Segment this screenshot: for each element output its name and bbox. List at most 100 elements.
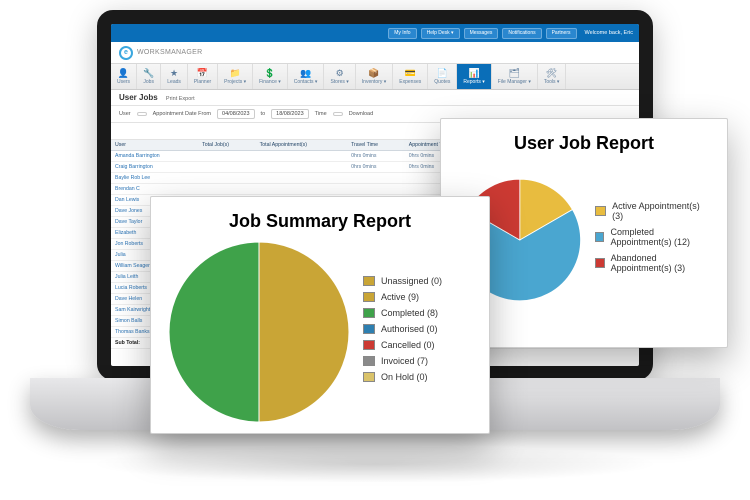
- toolbar-item[interactable]: ⚙Stores ▾: [324, 64, 355, 89]
- legend-swatch: [595, 232, 605, 242]
- legend-item: Active Appointment(s) (3): [595, 201, 709, 221]
- legend-label: Authorised (0): [381, 324, 438, 334]
- page-title: User Jobs: [119, 93, 158, 102]
- column-header[interactable]: Total Appointment(s): [256, 140, 347, 151]
- topbar-badge[interactable]: Help Desk ▾: [421, 28, 460, 39]
- toolbar-label: Inventory ▾: [362, 79, 386, 85]
- legend-item: Invoiced (7): [363, 356, 442, 366]
- column-header[interactable]: Total Job(s): [198, 140, 256, 151]
- topbar: My Info Help Desk ▾ Messages Notificatio…: [111, 24, 639, 42]
- legend-swatch: [595, 206, 607, 216]
- toolbar-icon: 📄: [437, 69, 448, 78]
- legend-swatch: [363, 356, 375, 366]
- legend-swatch: [363, 276, 375, 286]
- toolbar-icon: ⚙: [336, 69, 344, 78]
- legend-label: Cancelled (0): [381, 340, 435, 350]
- job-summary-report-panel: Job Summary Report Unassigned (0)Active …: [150, 196, 490, 434]
- legend-item: Completed (8): [363, 308, 442, 318]
- legend-label: Unassigned (0): [381, 276, 442, 286]
- time-label: Time: [315, 111, 327, 117]
- toolbar-item[interactable]: 🗂File Manager ▾: [492, 64, 538, 89]
- user-label: User: [119, 111, 131, 117]
- date-to-label: to: [261, 111, 266, 117]
- toolbar-label: Finance ▾: [259, 79, 281, 85]
- legend-label: Completed (8): [381, 308, 438, 318]
- toolbar-item[interactable]: 📊Reports ▾: [457, 64, 491, 89]
- toolbar-item[interactable]: 👤Users: [111, 64, 137, 89]
- toolbar-item[interactable]: 📁Projects ▾: [218, 64, 253, 89]
- toolbar-icon: 📁: [230, 69, 241, 78]
- job-summary-pie-chart: [169, 242, 349, 422]
- toolbar-item[interactable]: 🔧Jobs: [137, 64, 161, 89]
- download-link[interactable]: Download: [349, 111, 373, 117]
- toolbar-label: Planner: [194, 79, 211, 85]
- pie-slice: [259, 242, 349, 422]
- page-controls[interactable]: Print Export: [166, 96, 195, 102]
- legend-swatch: [363, 292, 375, 302]
- toolbar-icon: 👥: [300, 69, 311, 78]
- toolbar-label: Tools ▾: [544, 79, 560, 85]
- toolbar-item[interactable]: 📅Planner: [188, 64, 218, 89]
- toolbar-label: Stores ▾: [330, 79, 348, 85]
- legend-item: Completed Appointment(s) (12): [595, 227, 709, 247]
- toolbar-icon: ★: [170, 69, 178, 78]
- legend-swatch: [363, 324, 375, 334]
- toolbar-item[interactable]: 📄Quotes: [428, 64, 457, 89]
- toolbar-item[interactable]: ★Leads: [161, 64, 188, 89]
- main-toolbar: 👤Users🔧Jobs★Leads📅Planner📁Projects ▾💲Fin…: [111, 64, 639, 90]
- logo-row: e WORKSMANAGER: [111, 42, 639, 64]
- user-job-legend: Active Appointment(s) (3) Completed Appoi…: [595, 201, 709, 279]
- legend-swatch: [363, 308, 375, 318]
- toolbar-icon: 💳: [405, 69, 416, 78]
- legend-label: Active (9): [381, 292, 419, 302]
- legend-label: On Hold (0): [381, 372, 428, 382]
- logo-icon: e: [119, 46, 133, 60]
- topbar-badge[interactable]: Partners: [546, 28, 577, 39]
- toolbar-icon: 📊: [468, 69, 479, 78]
- toolbar-label: Reports ▾: [463, 79, 484, 85]
- legend-label: Invoiced (7): [381, 356, 428, 366]
- toolbar-item[interactable]: 👥Contacts ▾: [288, 64, 325, 89]
- legend-swatch: [363, 340, 375, 350]
- legend-item: Authorised (0): [363, 324, 442, 334]
- column-header[interactable]: Travel Time: [347, 140, 405, 151]
- date-from-label: Appointment Date From: [153, 111, 211, 117]
- toolbar-item[interactable]: 💳Expenses: [393, 64, 428, 89]
- toolbar-label: File Manager ▾: [498, 79, 531, 85]
- welcome-text: Welcome back, Eric: [585, 30, 634, 36]
- topbar-badge[interactable]: Notifications: [502, 28, 541, 39]
- toolbar-label: Jobs: [143, 79, 154, 85]
- toolbar-label: Projects ▾: [224, 79, 246, 85]
- pie-slice: [169, 242, 259, 422]
- legend-label: Abandoned Appointment(s) (3): [611, 253, 709, 273]
- toolbar-icon: 📅: [197, 69, 208, 78]
- toolbar-item[interactable]: 📦Inventory ▾: [356, 64, 393, 89]
- toolbar-label: Leads: [167, 79, 181, 85]
- toolbar-label: Contacts ▾: [294, 79, 318, 85]
- legend-item: Unassigned (0): [363, 276, 442, 286]
- toolbar-icon: 🗂: [509, 69, 520, 78]
- logo-text: WORKSMANAGER: [137, 49, 202, 56]
- time-field[interactable]: [333, 112, 343, 116]
- legend-item: On Hold (0): [363, 372, 442, 382]
- user-field[interactable]: [137, 112, 147, 116]
- toolbar-label: Users: [117, 79, 130, 85]
- topbar-badge[interactable]: My Info: [388, 28, 416, 39]
- topbar-badge[interactable]: Messages: [464, 28, 499, 39]
- toolbar-icon: 👤: [118, 69, 129, 78]
- column-header[interactable]: User: [111, 140, 198, 151]
- toolbar-icon: 💲: [264, 69, 275, 78]
- date-from-field[interactable]: 04/08/2023: [217, 109, 255, 119]
- toolbar-icon: 🔧: [143, 69, 154, 78]
- toolbar-label: Quotes: [434, 79, 450, 85]
- toolbar-item[interactable]: 🛠Tools ▾: [538, 64, 567, 89]
- toolbar-icon: 📦: [368, 69, 379, 78]
- toolbar-item[interactable]: 💲Finance ▾: [253, 64, 288, 89]
- page-title-row: User Jobs Print Export: [111, 90, 639, 106]
- date-to-field[interactable]: 18/08/2023: [271, 109, 309, 119]
- job-summary-legend: Unassigned (0) Active (9) Completed (8) Aut…: [363, 276, 442, 388]
- legend-swatch: [363, 372, 375, 382]
- legend-label: Active Appointment(s) (3): [612, 201, 709, 221]
- legend-label: Completed Appointment(s) (12): [610, 227, 709, 247]
- laptop-shadow: [90, 445, 660, 483]
